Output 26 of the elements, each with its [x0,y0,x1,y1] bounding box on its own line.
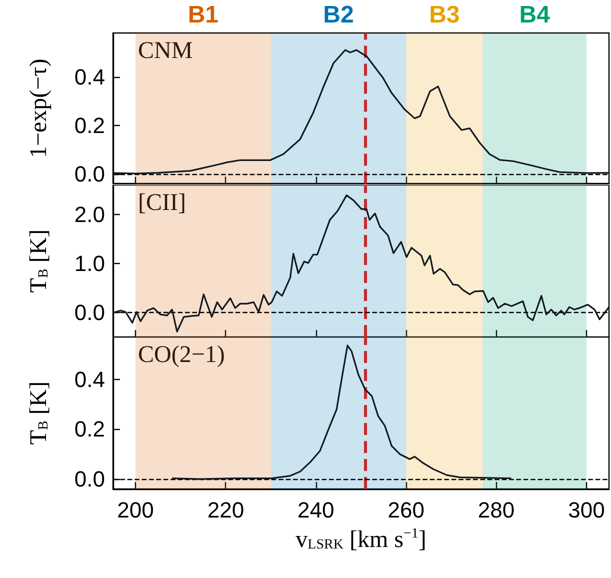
x-tick-label: 220 [207,498,244,522]
x-tick-label: 280 [478,498,515,522]
y-axis-title: TB [K] [26,381,52,445]
y-tick-label: 2.0 [74,202,105,227]
y-tick-label: 0.0 [74,162,105,186]
y-tick-label: 1.0 [74,250,105,276]
y-tick-label: 0.2 [74,112,105,138]
band-label: B3 [429,2,460,28]
y-axis-title: TB [K] [26,229,52,293]
x-tick-label: 300 [568,498,605,522]
line-series [113,194,610,332]
band-label: B2 [323,2,354,28]
x-tick-label: 200 [117,498,154,522]
y-tick-label: 0.4 [74,64,105,90]
y-axis-title: 1−exp(−τ) [26,58,52,158]
annotation: [CII] [138,190,186,216]
y-tick-label: 0.2 [74,416,105,442]
x-tick-label: 240 [298,498,334,522]
band-label: B1 [188,2,219,28]
band-label: B4 [519,2,551,28]
x-tick-label: 260 [388,498,424,522]
y-tick-label: 0.0 [74,300,105,325]
y-tick-label: 0.0 [74,466,105,492]
annotation: CNM [138,38,193,64]
y-tick-label: 0.4 [74,366,105,392]
annotation: CO(2−1) [138,342,225,368]
